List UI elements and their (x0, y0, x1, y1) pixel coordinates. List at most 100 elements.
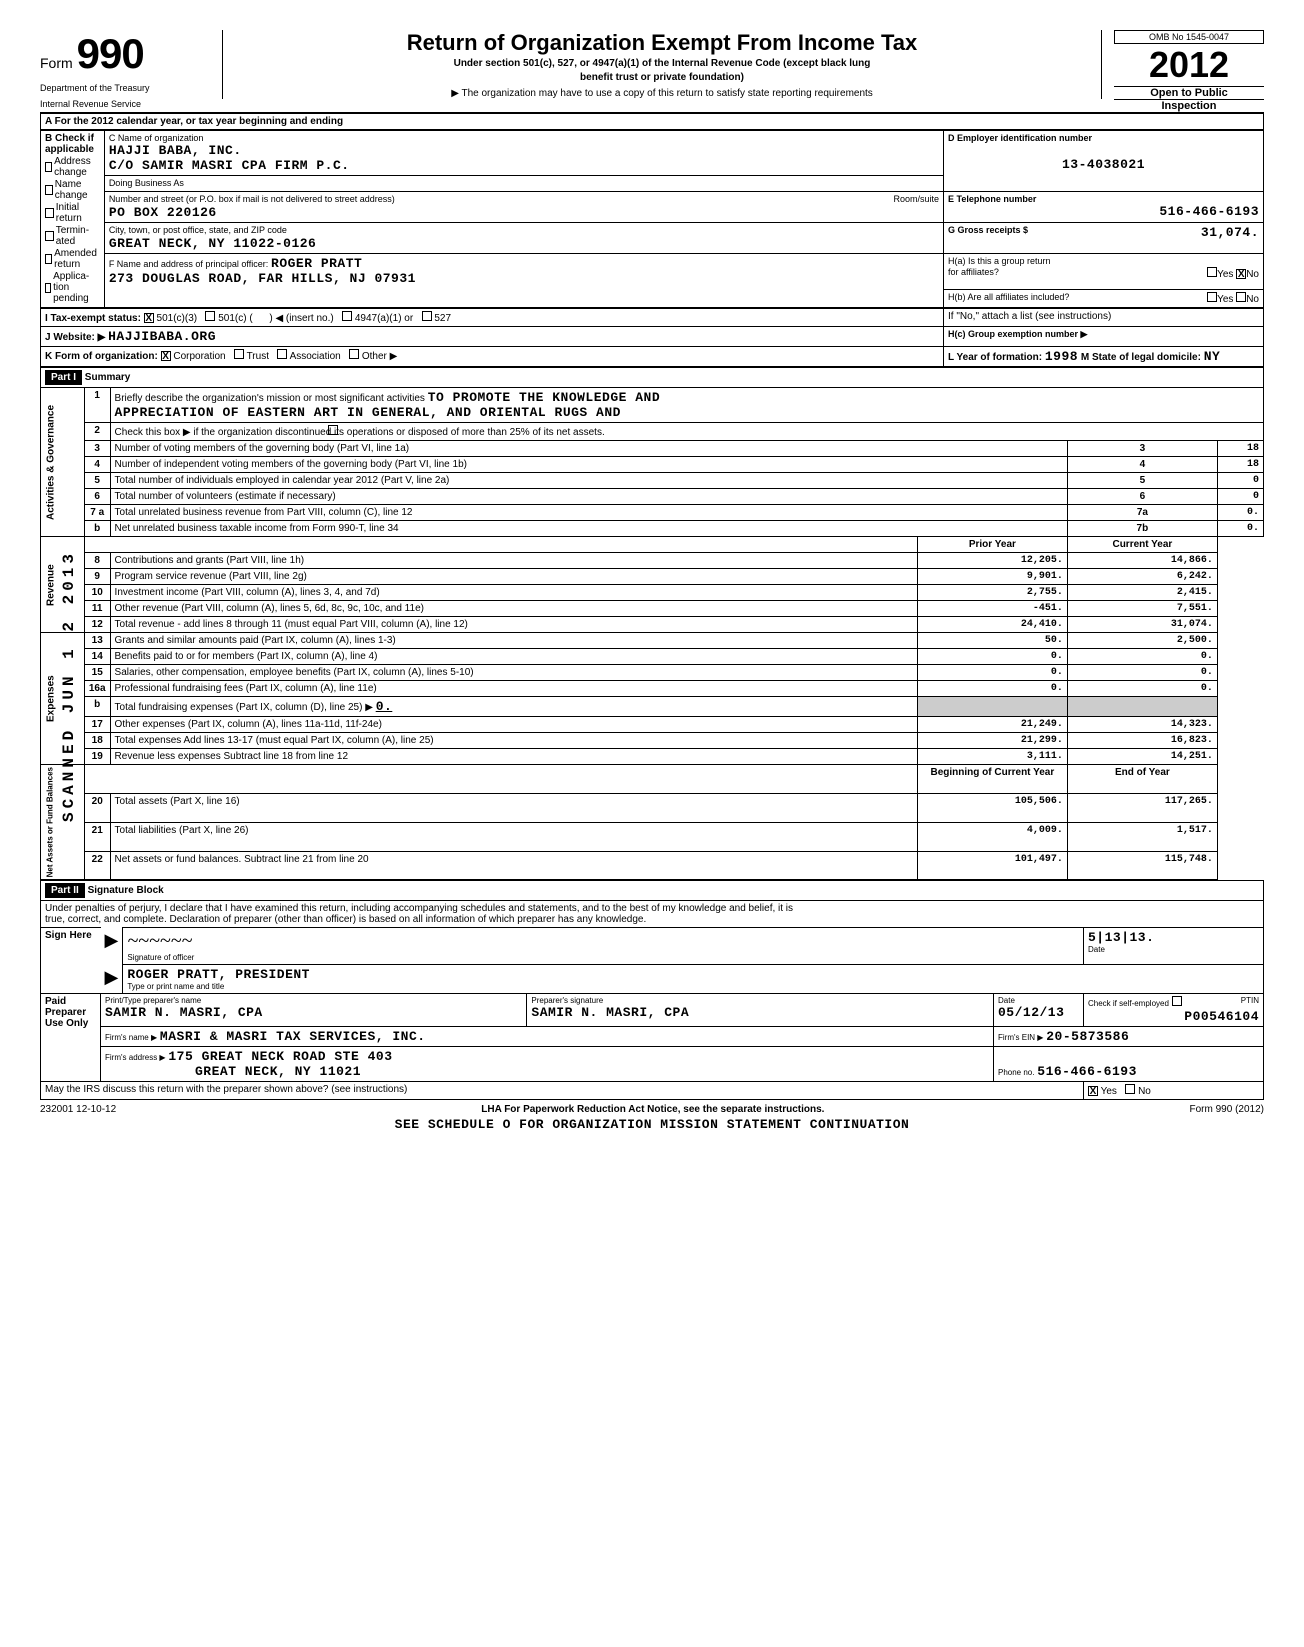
part1-header: Part I Summary (41, 368, 1264, 388)
part2-header: Part II Signature Block (41, 881, 1264, 901)
i-501c[interactable] (205, 311, 215, 321)
i-4947[interactable] (342, 311, 352, 321)
side-activities: Activities & Governance (41, 388, 85, 537)
section-hb: H(b) Are all affiliates included? Yes No (944, 290, 1264, 308)
section-hc: H(c) Group exemption number ▶ (944, 327, 1264, 347)
sig-date-cell: 5|13|13. Date (1084, 928, 1264, 965)
sign-here: Sign Here (41, 928, 101, 994)
section-c-addr: Number and street (or P.O. box if mail i… (104, 192, 943, 223)
k-assoc[interactable] (277, 349, 287, 359)
section-e: E Telephone number 516-466-6193 (944, 192, 1264, 223)
officer-addr: 273 DOUGLAS ROAD, FAR HILLS, NJ 07931 (109, 271, 939, 286)
line-16b: Total fundraising expenses (Part IX, col… (110, 697, 917, 717)
section-d: D Employer identification number 13-4038… (944, 131, 1264, 192)
line-7a-val: 0. (1217, 505, 1263, 521)
col-end: End of Year (1067, 765, 1217, 794)
line2-checkbox[interactable] (328, 425, 338, 435)
form-label: Form (40, 55, 73, 71)
section-c-city: City, town, or post office, state, and Z… (104, 223, 943, 254)
form-number-box: Form 990 Department of the Treasury Inte… (40, 30, 210, 110)
header-grid: B Check if applicable Address change Nam… (40, 130, 1264, 308)
line-5-val: 0 (1217, 473, 1263, 489)
discuss-yes[interactable]: X (1088, 1086, 1098, 1096)
irs-discuss: May the IRS discuss this return with the… (41, 1082, 1084, 1100)
website: HAJJIBABA.ORG (108, 329, 216, 344)
hb-yes[interactable] (1207, 292, 1217, 302)
open-public-1: Open to Public (1114, 86, 1264, 99)
self-employed-checkbox[interactable] (1172, 996, 1182, 1006)
line-5: Total number of individuals employed in … (110, 473, 1067, 489)
ha-no[interactable]: X (1236, 269, 1246, 279)
telephone: 516-466-6193 (948, 204, 1259, 219)
line-7b: Net unrelated business taxable income fr… (110, 521, 1067, 537)
footer-mid: LHA For Paperwork Reduction Act Notice, … (481, 1104, 824, 1115)
section-b: B Check if applicable Address change Nam… (41, 131, 105, 308)
line-3-val: 18 (1217, 441, 1263, 457)
subtitle-1: Under section 501(c), 527, or 4947(a)(1)… (231, 58, 1093, 70)
prep-sig-cell: Preparer's signature SAMIR N. MASRI, CPA (527, 994, 994, 1027)
line-2: Check this box ▶ if the organization dis… (110, 423, 1263, 441)
footer-right: Form 990 (2012) (1190, 1104, 1264, 1115)
ptin-cell: Check if self-employed PTIN P00546104 (1084, 994, 1264, 1027)
org-city: GREAT NECK, NY 11022-0126 (109, 236, 939, 251)
col-current: Current Year (1067, 537, 1217, 553)
i-527[interactable] (422, 311, 432, 321)
k-other[interactable] (349, 349, 359, 359)
line-7b-val: 0. (1217, 521, 1263, 537)
irs-discuss-yn: X Yes No (1084, 1082, 1264, 1100)
arrow-icon: ▶ (101, 928, 123, 965)
line-22: Net assets or fund balances. Subtract li… (110, 851, 917, 880)
open-public-2: Inspection (1114, 99, 1264, 112)
org-address: PO BOX 220126 (109, 205, 939, 220)
hb-no[interactable] (1236, 292, 1246, 302)
form-title: Return of Organization Exempt From Incom… (231, 30, 1093, 56)
firm-name-cell: Firm's name ▶ MASRI & MASRI TAX SERVICES… (101, 1027, 994, 1047)
line-13: Grants and similar amounts paid (Part IX… (110, 633, 917, 649)
scanned-stamp: SCANNED JUN 1 2 2013 (60, 550, 78, 822)
line-14: Benefits paid to or for members (Part IX… (110, 649, 917, 665)
line-10: Investment income (Part VIII, column (A)… (110, 585, 917, 601)
firm-addr-cell: Firm's address ▶ 175 GREAT NECK ROAD STE… (101, 1047, 994, 1082)
line-6: Total number of volunteers (estimate if … (110, 489, 1067, 505)
section-c-dba: Doing Business As (104, 176, 943, 192)
section-g: G Gross receipts $ 31,074. (944, 223, 1264, 254)
checkbox-application[interactable] (45, 283, 51, 293)
section-b-header: B Check if applicable (45, 133, 100, 155)
line-18: Total expenses Add lines 13-17 (must equ… (110, 733, 917, 749)
line-16a: Professional fundraising fees (Part IX, … (110, 681, 917, 697)
line-4-val: 18 (1217, 457, 1263, 473)
checkbox-name[interactable] (45, 185, 53, 195)
checkbox-terminated[interactable] (45, 231, 54, 241)
sig-officer-cell: ~~~~~~ Signature of officer (123, 928, 1084, 965)
col-prior: Prior Year (917, 537, 1067, 553)
row-lm: L Year of formation: 1998 M State of leg… (944, 347, 1264, 367)
footer: 232001 12-10-12 LHA For Paperwork Reduct… (40, 1104, 1264, 1115)
ein: 13-4038021 (948, 157, 1259, 172)
footer-left: 232001 12-10-12 (40, 1104, 116, 1115)
row-i: I Tax-exempt status: X 501(c)(3) 501(c) … (41, 309, 944, 327)
gross-receipts: 31,074. (1201, 225, 1259, 240)
k-trust[interactable] (234, 349, 244, 359)
discuss-no[interactable] (1125, 1084, 1135, 1094)
arrow-note: ▶ The organization may have to use a cop… (231, 88, 1093, 99)
line-9: Program service revenue (Part VIII, line… (110, 569, 917, 585)
line-17: Other expenses (Part IX, column (A), lin… (110, 717, 917, 733)
k-corp[interactable]: X (161, 351, 171, 361)
i-501c3[interactable]: X (144, 313, 154, 323)
ha-yes[interactable] (1207, 267, 1217, 277)
line-7a: Total unrelated business revenue from Pa… (110, 505, 1067, 521)
part1-table: Part I Summary Activities & Governance 1… (40, 367, 1264, 880)
year-formation: 1998 (1045, 349, 1078, 364)
form-number: 990 (77, 30, 144, 78)
col-begin: Beginning of Current Year (917, 765, 1067, 794)
row-k: K Form of organization: X Corporation Tr… (41, 347, 944, 367)
section-ha: H(a) Is this a group return for affiliat… (944, 254, 1264, 290)
checkbox-initial[interactable] (45, 208, 54, 218)
officer-name: ROGER PRATT (271, 256, 362, 271)
checkbox-address[interactable] (45, 162, 52, 172)
perjury: Under penalties of perjury, I declare th… (41, 901, 1264, 928)
checkbox-amended[interactable] (45, 254, 52, 264)
year-box: OMB No 1545-0047 2012 Open to Public Ins… (1114, 30, 1264, 112)
line-20: Total assets (Part X, line 16) (110, 793, 917, 822)
line-4: Number of independent voting members of … (110, 457, 1067, 473)
